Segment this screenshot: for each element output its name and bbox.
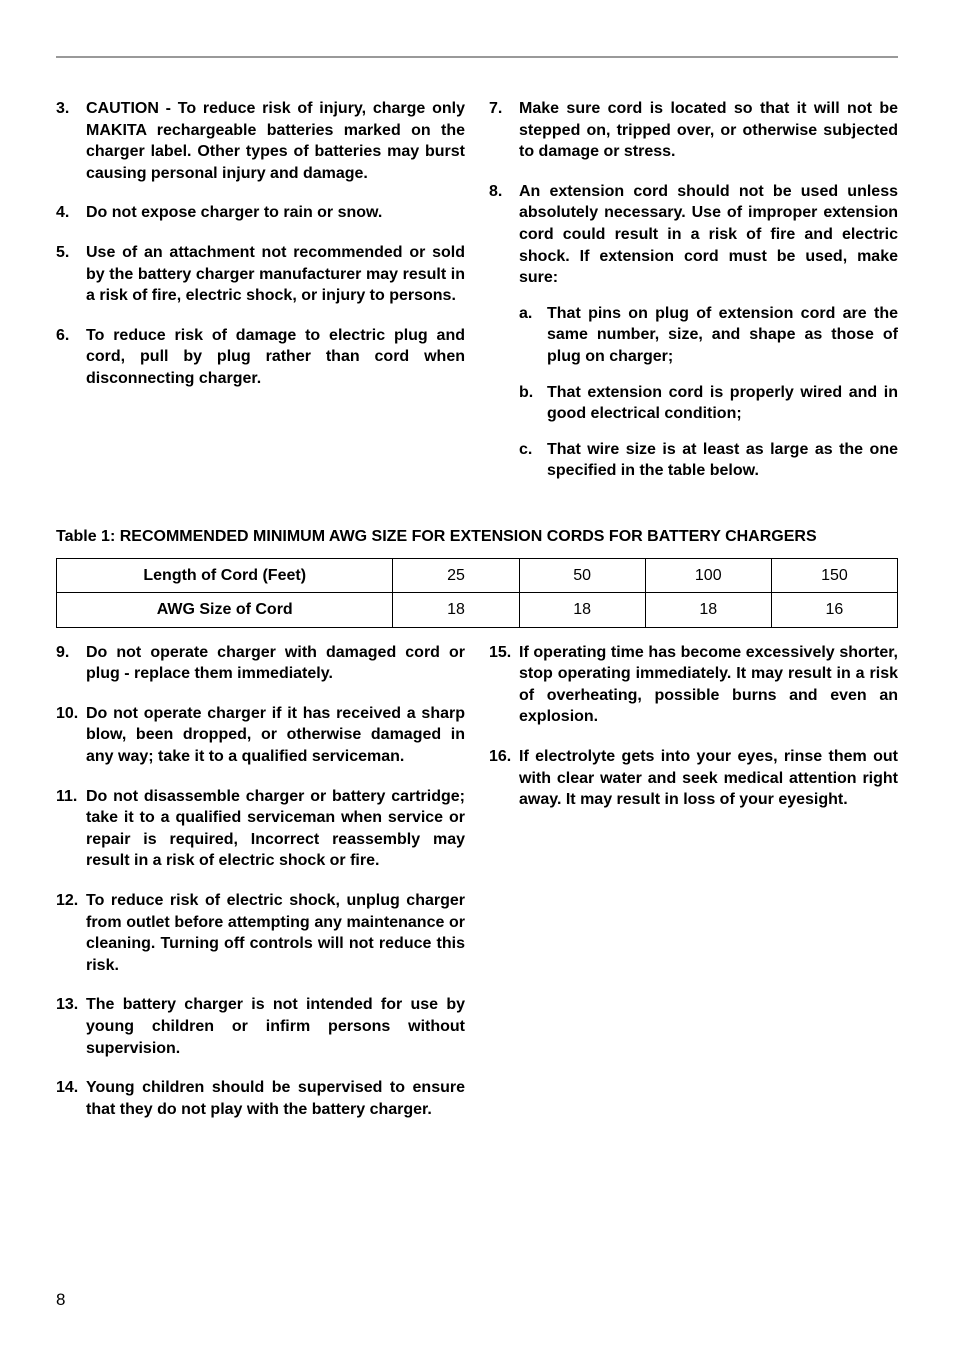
sub-item-number: a. [519,303,547,368]
bottom-right-list: 15.If operating time has become excessiv… [489,642,898,811]
item-text: Make sure cord is located so that it wil… [519,98,898,163]
table-cell: 16 [771,593,897,628]
item-number: 9. [56,642,86,685]
item-number: 8. [489,181,519,496]
top-columns: 3.CAUTION - To reduce risk of injury, ch… [56,98,898,514]
item-text: If electrolyte gets into your eyes, rins… [519,746,898,811]
item-number: 3. [56,98,86,184]
top-left-column: 3.CAUTION - To reduce risk of injury, ch… [56,98,465,514]
item-number: 7. [489,98,519,163]
item-number: 16. [489,746,519,811]
bottom-right-column: 15.If operating time has become excessiv… [489,642,898,1139]
list-item: 10.Do not operate charger if it has rece… [56,703,465,768]
bottom-left-column: 9.Do not operate charger with damaged co… [56,642,465,1139]
list-item: 7.Make sure cord is located so that it w… [489,98,898,163]
top-right-list: 7.Make sure cord is located so that it w… [489,98,898,496]
item-text: Use of an attachment not recommended or … [86,242,465,307]
item-number: 14. [56,1077,86,1120]
list-item: 16.If electrolyte gets into your eyes, r… [489,746,898,811]
top-right-column: 7.Make sure cord is located so that it w… [489,98,898,514]
item-text: An extension cord should not be used unl… [519,181,898,496]
table-cell: 18 [519,593,645,628]
sub-list-item: a.That pins on plug of extension cord ar… [519,303,898,368]
item-number: 13. [56,994,86,1059]
list-item: 14.Young children should be supervised t… [56,1077,465,1120]
item-text: Do not operate charger if it has receive… [86,703,465,768]
list-item: 6.To reduce risk of damage to electric p… [56,325,465,390]
table-header-row: Length of Cord (Feet)2550100150 [57,558,898,593]
sub-list-item: b.That extension cord is properly wired … [519,382,898,425]
item-number: 11. [56,786,86,872]
top-rule [56,56,898,58]
table-body: AWG Size of Cord18181816 [57,593,898,628]
table-header-value: 150 [771,558,897,593]
table-header-label: Length of Cord (Feet) [57,558,393,593]
page-number: 8 [56,1289,65,1312]
item-text: Do not disassemble charger or battery ca… [86,786,465,872]
table-caption: Table 1: RECOMMENDED MINIMUM AWG SIZE FO… [56,526,898,548]
sub-item-number: c. [519,439,547,482]
item-text: Young children should be supervised to e… [86,1077,465,1120]
sub-item-number: b. [519,382,547,425]
bottom-columns: 9.Do not operate charger with damaged co… [56,642,898,1139]
item-text: To reduce risk of electric shock, unplug… [86,890,465,976]
bottom-left-list: 9.Do not operate charger with damaged co… [56,642,465,1121]
item-text: If operating time has become excessively… [519,642,898,728]
top-left-list: 3.CAUTION - To reduce risk of injury, ch… [56,98,465,390]
item-text: Do not operate charger with damaged cord… [86,642,465,685]
item-text: CAUTION - To reduce risk of injury, char… [86,98,465,184]
sub-item-text: That wire size is at least as large as t… [547,439,898,482]
item-text: To reduce risk of damage to electric plu… [86,325,465,390]
table-row: AWG Size of Cord18181816 [57,593,898,628]
list-item: 12.To reduce risk of electric shock, unp… [56,890,465,976]
item-number: 12. [56,890,86,976]
sub-list-item: c.That wire size is at least as large as… [519,439,898,482]
list-item: 9.Do not operate charger with damaged co… [56,642,465,685]
sub-item-text: That pins on plug of extension cord are … [547,303,898,368]
list-item: 11.Do not disassemble charger or battery… [56,786,465,872]
list-item: 15.If operating time has become excessiv… [489,642,898,728]
list-item: 3.CAUTION - To reduce risk of injury, ch… [56,98,465,184]
list-item: 5.Use of an attachment not recommended o… [56,242,465,307]
awg-table: Length of Cord (Feet)2550100150 AWG Size… [56,558,898,628]
table-cell: 18 [393,593,519,628]
list-item: 4.Do not expose charger to rain or snow. [56,202,465,224]
table-cell: 18 [645,593,771,628]
item-number: 10. [56,703,86,768]
sub-list: a.That pins on plug of extension cord ar… [519,303,898,482]
list-item: 13.The battery charger is not intended f… [56,994,465,1059]
item-number: 6. [56,325,86,390]
table-header-value: 25 [393,558,519,593]
item-text: Do not expose charger to rain or snow. [86,202,465,224]
table-row-label: AWG Size of Cord [57,593,393,628]
item-number: 4. [56,202,86,224]
sub-item-text: That extension cord is properly wired an… [547,382,898,425]
item-number: 15. [489,642,519,728]
item-number: 5. [56,242,86,307]
item-text: The battery charger is not intended for … [86,994,465,1059]
table-header-value: 50 [519,558,645,593]
table-header-value: 100 [645,558,771,593]
list-item: 8.An extension cord should not be used u… [489,181,898,496]
